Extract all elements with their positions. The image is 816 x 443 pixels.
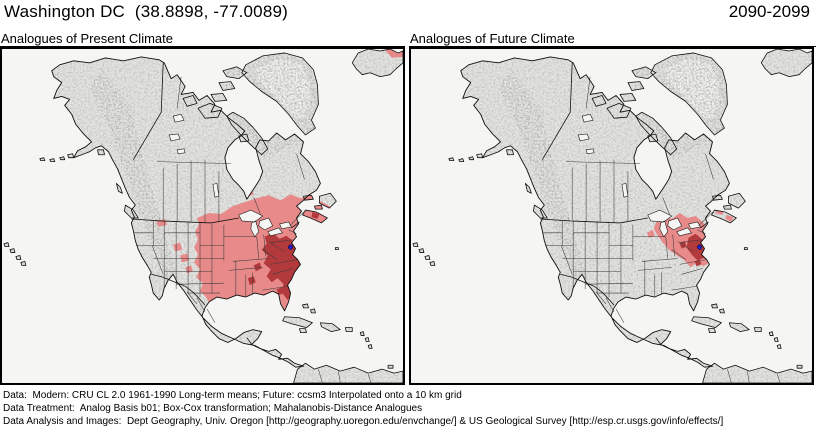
panel-title-future: Analogues of Future Climate [409, 31, 816, 47]
present-analog-regions [156, 49, 403, 315]
future-climate-map [411, 49, 812, 383]
panel-future-climate: Analogues of Future Climate [409, 31, 816, 385]
present-climate-map [2, 49, 403, 383]
header: Washington DC (38.8898, -77.0089) 2090-2… [4, 2, 812, 30]
footer-citation: Data: Modern: CRU CL 2.0 1961-1990 Long-… [3, 389, 723, 428]
location-marker [697, 244, 703, 250]
panel-present-climate: Analogues of Present Climate [0, 31, 405, 385]
panel-title-present: Analogues of Present Climate [0, 31, 405, 47]
footer-treatment-line: Data Treatment: Analog Basis b01; Box-Co… [3, 403, 423, 414]
location-marker [288, 244, 294, 250]
period-label: 2090-2099 [728, 2, 810, 21]
analog-region-dark [247, 212, 320, 300]
present-map-frame [0, 47, 405, 385]
map-panels: Analogues of Present Climate Analogues o… [0, 31, 816, 385]
future-map-frame [409, 47, 814, 385]
page-title: Washington DC (38.8898, -77.0089) [4, 2, 288, 21]
footer-data-line: Data: Modern: CRU CL 2.0 1961-1990 Long-… [3, 390, 462, 401]
footer-credits-line: Data Analysis and Images: Dept Geography… [3, 416, 724, 427]
analog-region-light [156, 49, 403, 315]
